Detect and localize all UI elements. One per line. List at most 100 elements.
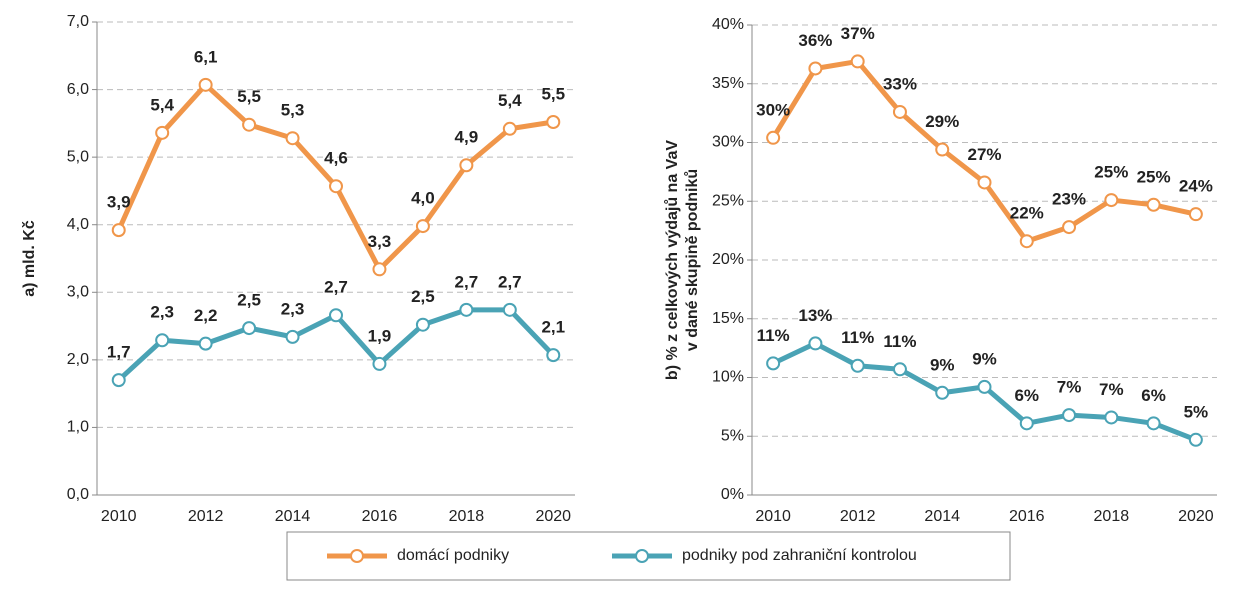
data-label: 3,9 (107, 193, 131, 212)
data-point (546, 348, 561, 363)
data-point (808, 336, 823, 351)
data-point (766, 130, 781, 145)
data-label: 27% (967, 145, 1001, 164)
y-tick-label: 0,0 (67, 486, 89, 503)
data-label: 2,7 (498, 272, 522, 291)
data-label: 4,0 (411, 189, 435, 208)
legend-label: domácí podniky (397, 547, 509, 564)
legend-box (286, 531, 1011, 581)
data-label: 2,7 (455, 272, 479, 291)
data-point (850, 54, 865, 69)
data-label: 1,9 (368, 326, 392, 345)
data-label: 5,3 (281, 101, 305, 120)
data-label: 11% (757, 326, 790, 345)
data-point (155, 125, 170, 140)
x-tick-label: 2016 (362, 508, 398, 525)
data-point (935, 385, 950, 400)
data-label: 30% (756, 100, 790, 119)
data-point (502, 302, 517, 317)
y-tick-label: 7,0 (67, 13, 89, 30)
data-label: 24% (1179, 177, 1213, 196)
data-label: 5,5 (237, 87, 261, 106)
x-tick-label: 2018 (1094, 508, 1130, 525)
data-point (111, 373, 126, 388)
y-axis-label: v dané skupině podniků (684, 169, 701, 351)
data-point (1146, 416, 1161, 431)
legend-label: podniky pod zahraniční kontrolou (682, 547, 917, 564)
data-point (242, 321, 257, 336)
y-tick-label: 40% (712, 16, 744, 33)
y-axis-label: a) mld. Kč (21, 220, 38, 297)
data-label: 11% (883, 332, 916, 351)
data-point (1019, 416, 1034, 431)
x-tick-label: 2010 (755, 508, 791, 525)
data-label: 5,5 (541, 84, 565, 103)
data-point (111, 223, 126, 238)
x-tick-label: 2020 (535, 508, 571, 525)
data-label: 3,3 (368, 232, 392, 251)
data-point (808, 61, 823, 76)
data-label: 11% (841, 328, 874, 347)
data-point (977, 379, 992, 394)
y-tick-label: 1,0 (67, 419, 89, 436)
data-label: 5,4 (498, 91, 522, 110)
y-tick-label: 30% (712, 134, 744, 151)
data-label: 25% (1094, 163, 1128, 182)
data-label: 36% (798, 31, 832, 50)
data-label: 1,7 (107, 343, 131, 362)
data-point (1104, 410, 1119, 425)
y-tick-label: 35% (712, 75, 744, 92)
data-label: 22% (1010, 204, 1044, 223)
y-tick-label: 2,0 (67, 351, 89, 368)
data-label: 6% (1014, 386, 1039, 405)
data-label: 2,2 (194, 306, 218, 325)
data-point (892, 362, 907, 377)
y-tick-label: 25% (712, 192, 744, 209)
data-point (502, 121, 517, 136)
data-label: 4,9 (455, 128, 479, 147)
data-label: 25% (1137, 167, 1171, 186)
data-label: 13% (798, 306, 832, 325)
data-label: 23% (1052, 190, 1086, 209)
data-label: 2,3 (150, 303, 174, 322)
y-tick-label: 10% (712, 369, 744, 386)
legend-marker (635, 549, 649, 563)
data-point (1104, 193, 1119, 208)
data-point (329, 179, 343, 194)
y-tick-label: 15% (712, 310, 744, 327)
x-tick-label: 2014 (924, 508, 960, 525)
data-point (546, 115, 561, 130)
data-label: 2,5 (237, 291, 261, 310)
data-label: 2,1 (541, 318, 565, 337)
data-point (198, 77, 213, 92)
data-label: 5% (1184, 402, 1209, 421)
x-tick-label: 2012 (188, 508, 224, 525)
data-point (1188, 432, 1203, 447)
y-axis-label: b) % z celkových výdajů na VaV (664, 140, 681, 380)
data-point (1062, 220, 1077, 235)
data-point (415, 317, 430, 332)
data-point (977, 175, 992, 190)
y-tick-label: 6,0 (67, 81, 89, 98)
data-point (242, 117, 257, 132)
data-label: 2,3 (281, 299, 305, 318)
data-point (1019, 234, 1034, 249)
data-point (198, 336, 213, 351)
data-label: 29% (925, 112, 959, 131)
data-point (415, 219, 430, 234)
data-label: 6,1 (194, 47, 218, 66)
data-point (892, 104, 907, 119)
data-label: 7% (1099, 380, 1124, 399)
data-point (372, 262, 387, 277)
data-point (1146, 197, 1161, 212)
data-label: 7% (1057, 378, 1082, 397)
data-label: 6% (1141, 386, 1166, 405)
data-point (1062, 408, 1077, 423)
x-tick-label: 2020 (1178, 508, 1214, 525)
data-label: 9% (972, 349, 997, 368)
data-label: 4,6 (324, 149, 348, 168)
data-point (285, 131, 300, 146)
data-point (155, 333, 170, 348)
x-tick-label: 2016 (1009, 508, 1045, 525)
